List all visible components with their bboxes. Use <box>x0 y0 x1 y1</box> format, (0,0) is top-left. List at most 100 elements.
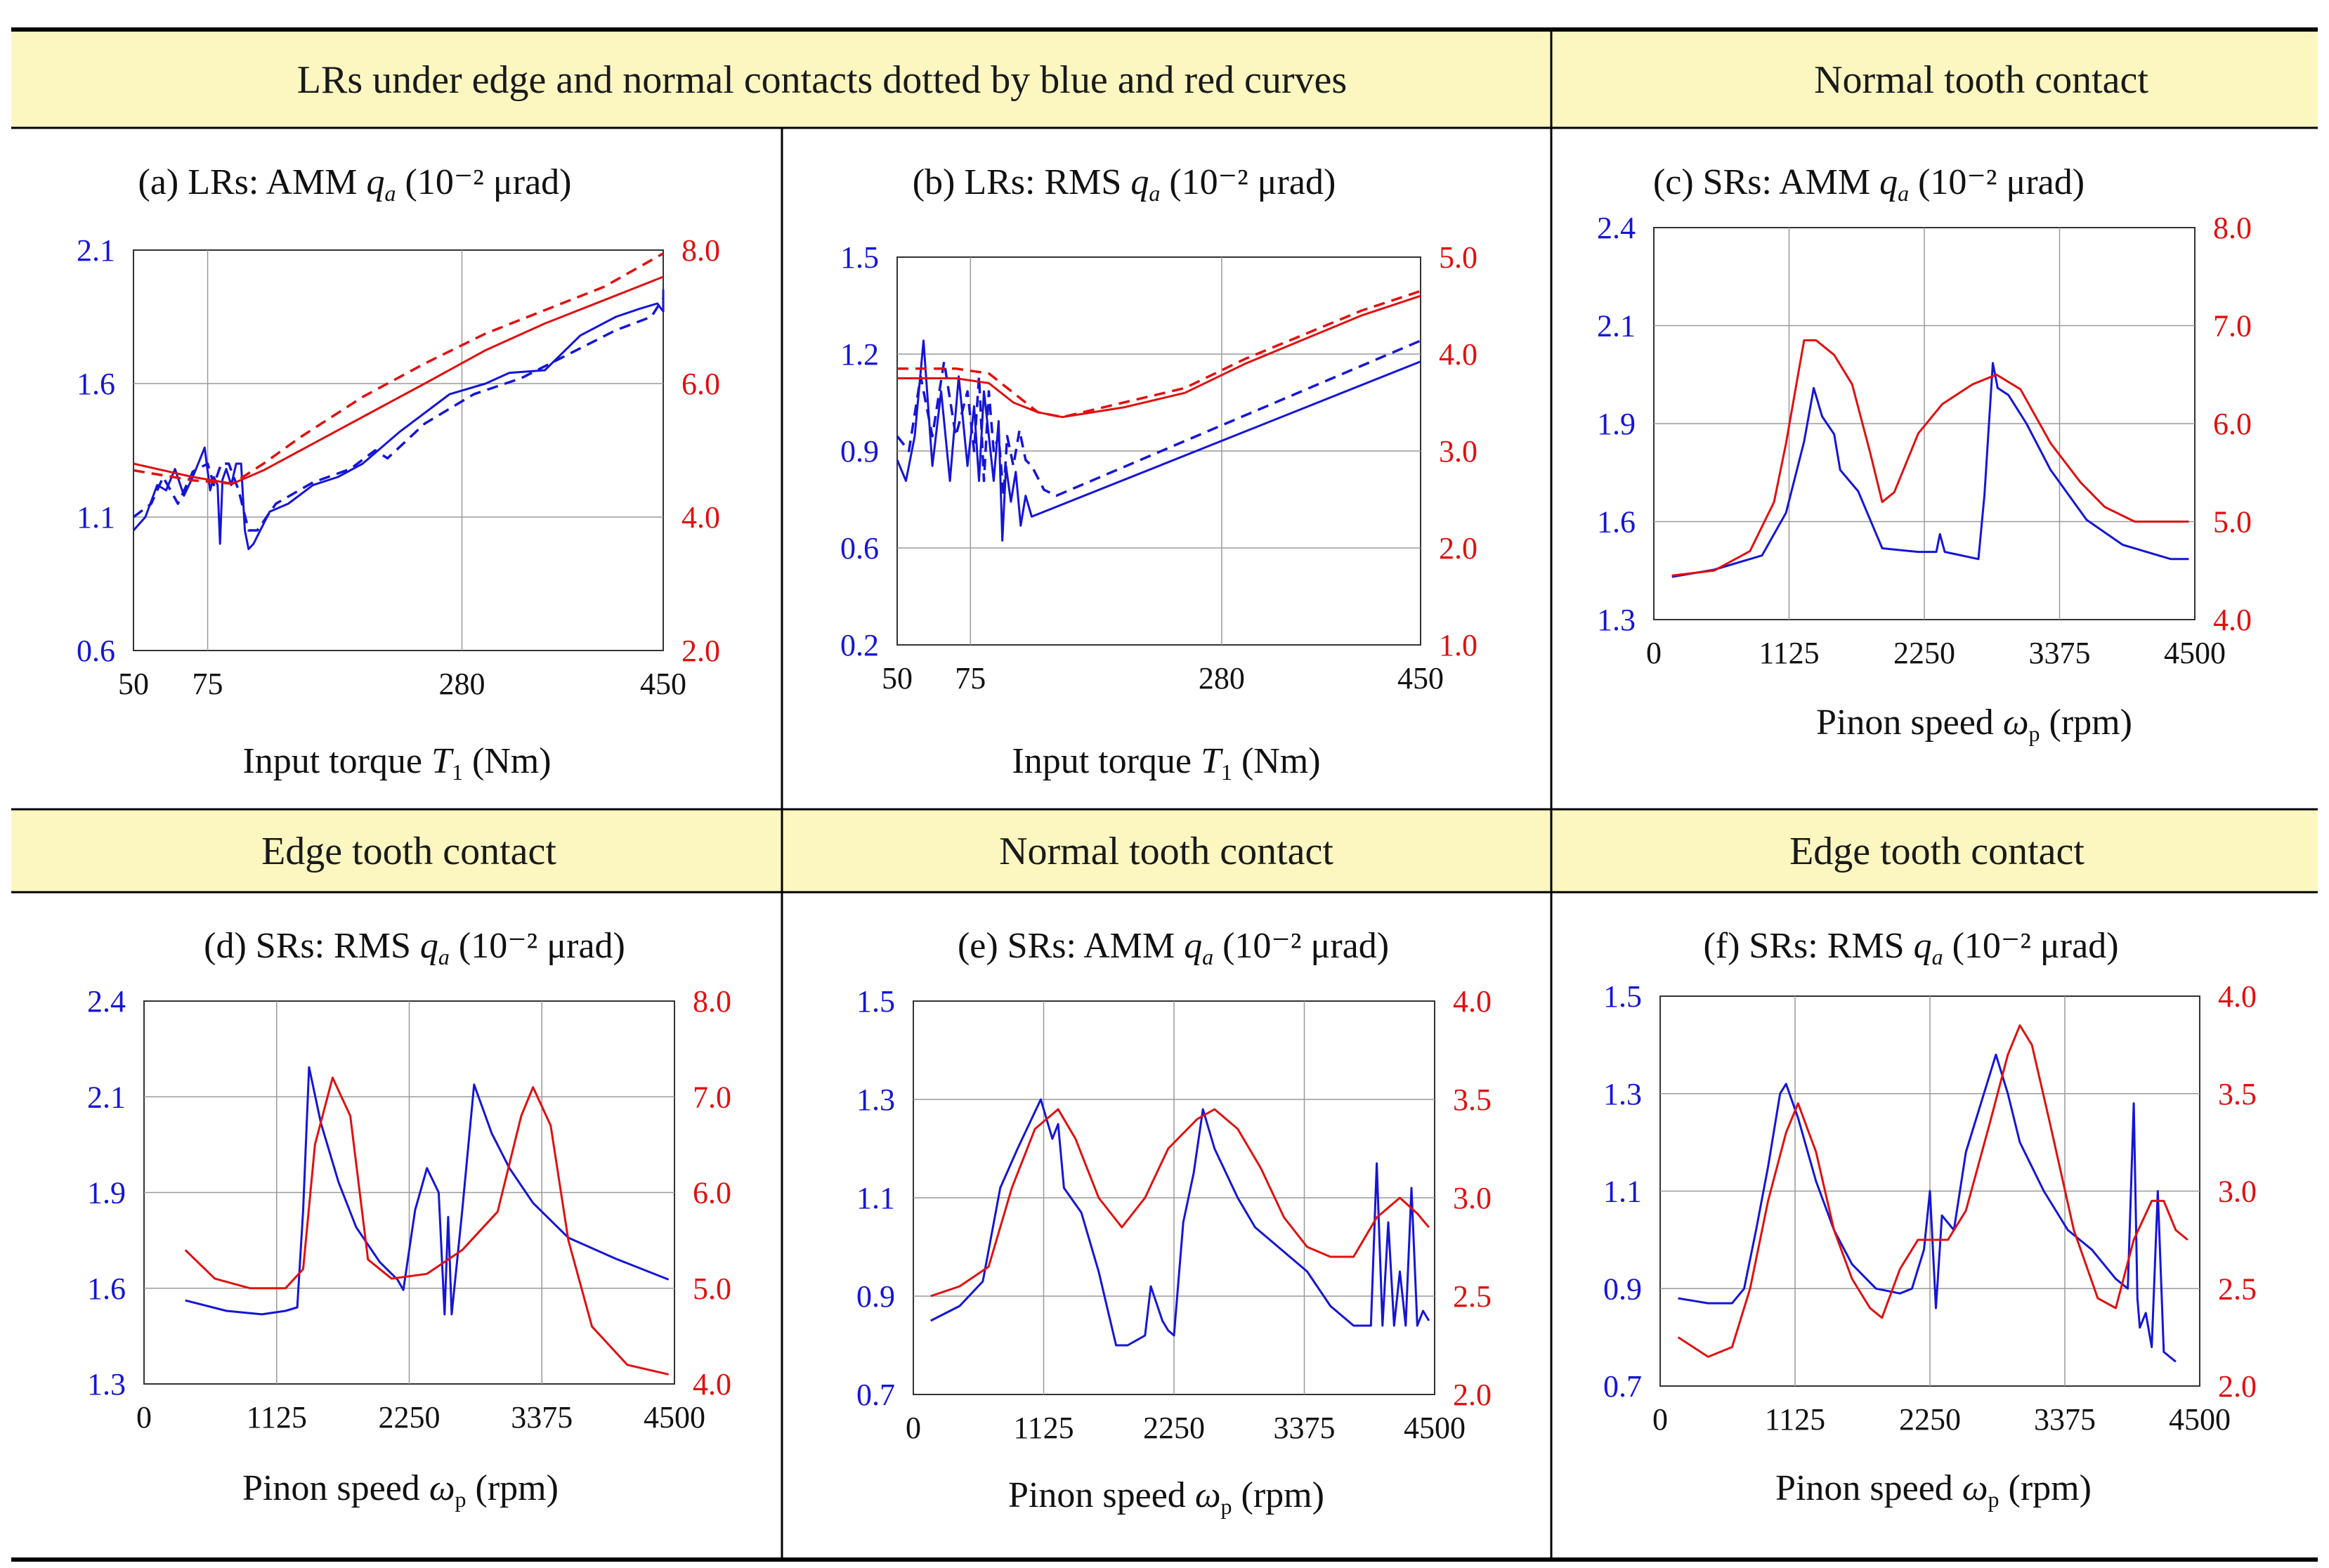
panel-title-c: (c) SRs: AMM qa (10⁻² μrad) <box>1653 162 2085 206</box>
y-left-tick-label: 2.1 <box>87 1080 126 1114</box>
x-tick-label: 3375 <box>511 1400 573 1435</box>
header-f: Edge tooth contact <box>1789 830 2085 873</box>
x-axis-label-c: Pinon speed ωp (rpm) <box>1816 703 2132 746</box>
header-e: Normal tooth contact <box>999 830 1333 873</box>
y-left-tick-label: 1.9 <box>87 1176 126 1210</box>
x-tick-label: 50 <box>882 661 913 695</box>
x-tick-label: 1125 <box>1759 636 1819 670</box>
plot-frame-a <box>133 249 664 651</box>
y-right-tick-label: 5.0 <box>1439 240 1477 275</box>
y-right-tick-label: 5.0 <box>693 1272 731 1306</box>
y-left-tick-label: 2.4 <box>1597 211 1636 245</box>
x-tick-label: 4500 <box>644 1400 705 1435</box>
y-right-tick-label: 2.0 <box>1439 531 1477 566</box>
x-tick-label: 2250 <box>1893 636 1955 670</box>
x-tick-label: 3375 <box>2034 1402 2096 1437</box>
y-right-tick-label: 2.0 <box>681 634 720 668</box>
y-right-tick-label: 8.0 <box>693 984 731 1019</box>
x-axis-label-e: Pinon speed ωp (rpm) <box>1008 1475 1324 1519</box>
x-tick-label: 4500 <box>2169 1402 2231 1437</box>
y-left-tick-label: 0.9 <box>1603 1272 1642 1306</box>
y-right-tick-label: 4.0 <box>2218 979 2257 1014</box>
x-tick-label: 75 <box>193 667 223 701</box>
x-tick-label: 0 <box>906 1411 921 1445</box>
series-a-2 <box>133 275 664 485</box>
series-f-1 <box>1677 1024 2188 1358</box>
y-left-tick-label: 1.2 <box>840 337 879 372</box>
header-d: Edge tooth contact <box>261 830 556 873</box>
chart-d: 0 1125 2250 3375 4500 1.3 1.6 1.9 2.1 2.4 4.0 5.0 6.… <box>87 926 731 1512</box>
y-left-tick-label: 1.3 <box>87 1367 126 1402</box>
y-right-tick-label: 3.0 <box>1453 1181 1492 1215</box>
x-axis-label-d: Pinon speed ωp (rpm) <box>242 1468 559 1512</box>
series-b-2 <box>897 294 1421 419</box>
y-left-tick-label: 1.5 <box>856 984 895 1019</box>
x-axis-label-f: Pinon speed ωp (rpm) <box>1775 1468 2092 1512</box>
y-right-tick-label: 4.0 <box>693 1367 731 1402</box>
x-axis-label-b: Input torque T1 (Nm) <box>1012 741 1320 785</box>
y-left-tick-label: 1.5 <box>840 240 879 275</box>
series-c-1 <box>1671 339 2189 577</box>
x-tick-label: 0 <box>136 1400 152 1435</box>
y-right-tick-label: 3.5 <box>2218 1077 2257 1111</box>
y-right-tick-label: 2.5 <box>1453 1279 1492 1314</box>
y-left-tick-label: 1.1 <box>1603 1175 1642 1209</box>
y-left-tick-label: 1.6 <box>1597 505 1636 540</box>
chart-f: 0 1125 2250 3375 4500 0.7 0.9 1.1 1.3 1.5 2.0 2.5 3.… <box>1603 926 2257 1512</box>
x-tick-label: 50 <box>118 667 149 701</box>
x-tick-label: 1125 <box>1765 1402 1825 1437</box>
y-right-tick-label: 2.0 <box>1453 1378 1492 1412</box>
y-right-tick-label: 8.0 <box>2213 211 2252 245</box>
series-a-3 <box>133 252 664 485</box>
x-tick-label: 3375 <box>2029 636 2091 670</box>
y-right-tick-label: 7.0 <box>693 1080 731 1114</box>
y-right-tick-label: 8.0 <box>681 233 720 268</box>
panel-title-e: (e) SRs: AMM qa (10⁻² μrad) <box>958 926 1389 969</box>
y-left-tick-label: 0.7 <box>856 1378 895 1412</box>
y-right-tick-label: 5.0 <box>2213 505 2252 540</box>
y-left-tick-label: 1.3 <box>856 1083 895 1117</box>
x-tick-label: 1125 <box>247 1400 307 1435</box>
y-right-tick-label: 1.0 <box>1439 628 1477 662</box>
header-band-top <box>11 30 2318 128</box>
y-left-tick-label: 0.2 <box>840 628 879 662</box>
panel-title-b: (b) LRs: RMS qa (10⁻² μrad) <box>913 162 1336 206</box>
panel-title-a: (a) LRs: AMM qa (10⁻² μrad) <box>138 162 572 206</box>
header-lrs: LRs under edge and normal contacts dotte… <box>297 58 1347 102</box>
x-tick-label: 450 <box>1397 661 1444 695</box>
x-tick-label: 4500 <box>1404 1411 1466 1445</box>
y-right-tick-label: 3.5 <box>1453 1083 1492 1117</box>
y-left-tick-label: 1.9 <box>1597 407 1636 441</box>
series-b-0 <box>896 339 1421 542</box>
header-c: Normal tooth contact <box>1814 58 2148 102</box>
y-left-tick-label: 1.3 <box>1597 603 1636 637</box>
y-left-tick-label: 1.1 <box>856 1181 895 1215</box>
chart-c: 0 1125 2250 3375 4500 1.3 1.6 1.9 2.1 2.4 4.0 5.0 6.… <box>1597 162 2252 746</box>
chart-b: 50 75 280 450 0.2 0.6 0.9 1.2 1.5 1.0 2.0 3.0 4.0 5.0… <box>840 162 1477 785</box>
x-tick-label: 280 <box>438 667 485 701</box>
x-tick-label: 0 <box>1652 1402 1668 1437</box>
x-tick-label: 2250 <box>1899 1402 1961 1437</box>
chart-e: 0 1125 2250 3375 4500 0.7 0.9 1.1 1.3 1.5 2.0 2.5 3.… <box>856 926 1492 1519</box>
y-left-tick-label: 2.1 <box>77 233 115 268</box>
x-tick-label: 2250 <box>379 1400 441 1435</box>
chart-a: 50 75 280 450 0.6 1.1 1.6 2.1 2.0 4.0 6.0 8.0 (a) LR… <box>77 162 720 785</box>
x-tick-label: 0 <box>1646 636 1662 670</box>
y-left-tick-label: 1.6 <box>87 1272 126 1306</box>
y-left-tick-label: 2.1 <box>1597 309 1636 344</box>
x-tick-label: 280 <box>1199 661 1245 695</box>
y-right-tick-label: 6.0 <box>681 367 720 401</box>
panel-title-d: (d) SRs: RMS qa (10⁻² μrad) <box>204 926 625 969</box>
table-rules <box>11 27 2318 1562</box>
panel-title-f: (f) SRs: RMS qa (10⁻² μrad) <box>1703 926 2118 969</box>
y-left-tick-label: 0.6 <box>77 634 115 668</box>
y-left-tick-label: 1.5 <box>1603 979 1642 1014</box>
y-right-tick-label: 4.0 <box>681 500 720 535</box>
y-left-tick-label: 0.9 <box>856 1279 895 1314</box>
x-axis-label-a: Input torque T1 (Nm) <box>242 741 551 785</box>
y-left-tick-label: 0.9 <box>840 434 879 469</box>
x-tick-label: 450 <box>640 667 686 701</box>
series-e-1 <box>930 1108 1430 1298</box>
y-right-tick-label: 3.0 <box>2218 1175 2257 1209</box>
